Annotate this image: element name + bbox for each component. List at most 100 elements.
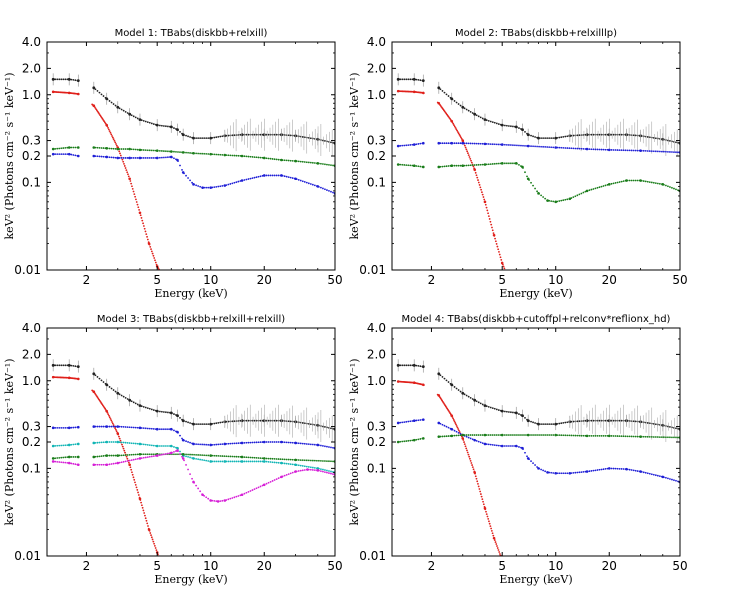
curve-dot bbox=[469, 437, 472, 440]
curve-dot bbox=[604, 419, 607, 422]
curve-dot bbox=[457, 431, 460, 434]
curve-dot bbox=[199, 423, 202, 426]
curve-dot bbox=[445, 165, 448, 168]
y-tick-label: 4.0 bbox=[22, 321, 41, 335]
curve-dot bbox=[285, 159, 288, 162]
curve-dot bbox=[594, 469, 597, 472]
curve-dot bbox=[481, 434, 484, 436]
curve-dot bbox=[471, 464, 473, 466]
curve-dot bbox=[134, 426, 137, 429]
y-tick-label: 0.2 bbox=[22, 149, 41, 163]
curve-dot bbox=[283, 458, 286, 461]
curve-dot bbox=[217, 500, 220, 503]
curve-dot bbox=[257, 156, 260, 159]
series-group bbox=[396, 359, 680, 556]
curve-dot bbox=[441, 142, 444, 145]
y-tick-label: 0.1 bbox=[22, 461, 41, 475]
curve-dot bbox=[132, 476, 135, 479]
curve-dot bbox=[503, 445, 506, 447]
curve-dot bbox=[291, 177, 294, 179]
curve-dot bbox=[421, 365, 424, 368]
curve-dot bbox=[114, 425, 117, 428]
curve-dot bbox=[116, 431, 119, 434]
curve-dot bbox=[464, 445, 467, 448]
curve-dot bbox=[287, 473, 290, 476]
curve-dot bbox=[121, 158, 124, 161]
curve-dot bbox=[167, 445, 169, 447]
curve-dot bbox=[421, 79, 424, 82]
curve-dot bbox=[669, 478, 671, 480]
curve-dot bbox=[451, 428, 454, 431]
curve-dot bbox=[279, 174, 282, 177]
curve-dot bbox=[415, 438, 418, 441]
curve-dot bbox=[413, 419, 416, 422]
curve-dot bbox=[332, 460, 334, 463]
curve-dot bbox=[550, 434, 553, 436]
curve-dot bbox=[122, 157, 125, 159]
curve-dot bbox=[453, 420, 456, 423]
curve-dot bbox=[518, 413, 520, 415]
curve-dot bbox=[146, 407, 149, 410]
curve-dot bbox=[475, 477, 478, 480]
curve-dot bbox=[634, 149, 637, 152]
curve-dot bbox=[287, 441, 290, 444]
curve-dot bbox=[505, 124, 508, 127]
curve-dot bbox=[477, 115, 480, 118]
curve-dot bbox=[119, 154, 122, 157]
curve-dot bbox=[141, 219, 144, 222]
curve-dot bbox=[112, 138, 115, 141]
curve-dot bbox=[167, 125, 169, 128]
curve-dot bbox=[530, 460, 532, 463]
curve-dot bbox=[267, 419, 270, 422]
curve-dot bbox=[116, 462, 119, 464]
series-reflection bbox=[396, 162, 680, 204]
curve-dot bbox=[299, 135, 302, 138]
curve-dot bbox=[148, 243, 151, 246]
curve-dot bbox=[560, 422, 563, 425]
curve-dot bbox=[140, 149, 143, 151]
curve-dot bbox=[150, 149, 153, 152]
curve-dot bbox=[501, 162, 504, 165]
curve-dot bbox=[112, 103, 115, 105]
curve-dot bbox=[118, 437, 121, 440]
curve-dot bbox=[267, 441, 270, 443]
curve-dot bbox=[148, 149, 151, 152]
curve-dot bbox=[307, 459, 310, 462]
curve-dot bbox=[151, 538, 154, 541]
curve-dot bbox=[54, 153, 57, 156]
curve-dot bbox=[114, 462, 117, 465]
curve-dot bbox=[632, 435, 635, 438]
curve-dot bbox=[209, 454, 212, 457]
curve-dot bbox=[104, 454, 107, 457]
curve-dot bbox=[526, 132, 528, 135]
curve-dot bbox=[399, 440, 402, 443]
curve-dot bbox=[279, 476, 282, 479]
curve-dot bbox=[516, 144, 518, 147]
curve-dot bbox=[130, 426, 133, 429]
curve-dot bbox=[189, 453, 191, 456]
curve-dot bbox=[479, 163, 482, 166]
curve-dot bbox=[197, 487, 200, 490]
curve-dot bbox=[540, 194, 543, 197]
curve-dot bbox=[219, 443, 222, 446]
curve-dot bbox=[235, 181, 238, 184]
curve-dot bbox=[471, 398, 474, 400]
curve-dot bbox=[299, 464, 302, 467]
curve-dot bbox=[289, 463, 292, 466]
curve-dot bbox=[203, 494, 206, 497]
curve-dot bbox=[437, 435, 440, 438]
curve-dot bbox=[229, 460, 232, 463]
curve-dot bbox=[122, 460, 125, 463]
curve-dot bbox=[558, 200, 561, 202]
curve-dot bbox=[322, 445, 324, 447]
curve-dot bbox=[459, 104, 462, 107]
curve-dot bbox=[132, 401, 135, 404]
curve-dot bbox=[630, 435, 633, 438]
curve-dot bbox=[578, 147, 581, 150]
curve-dot bbox=[606, 434, 609, 437]
curve-dot bbox=[447, 142, 450, 145]
curve-dot bbox=[128, 113, 131, 116]
curve-dot bbox=[219, 455, 222, 457]
y-tick-label: 0.2 bbox=[367, 149, 386, 163]
curve-dot bbox=[211, 499, 214, 502]
